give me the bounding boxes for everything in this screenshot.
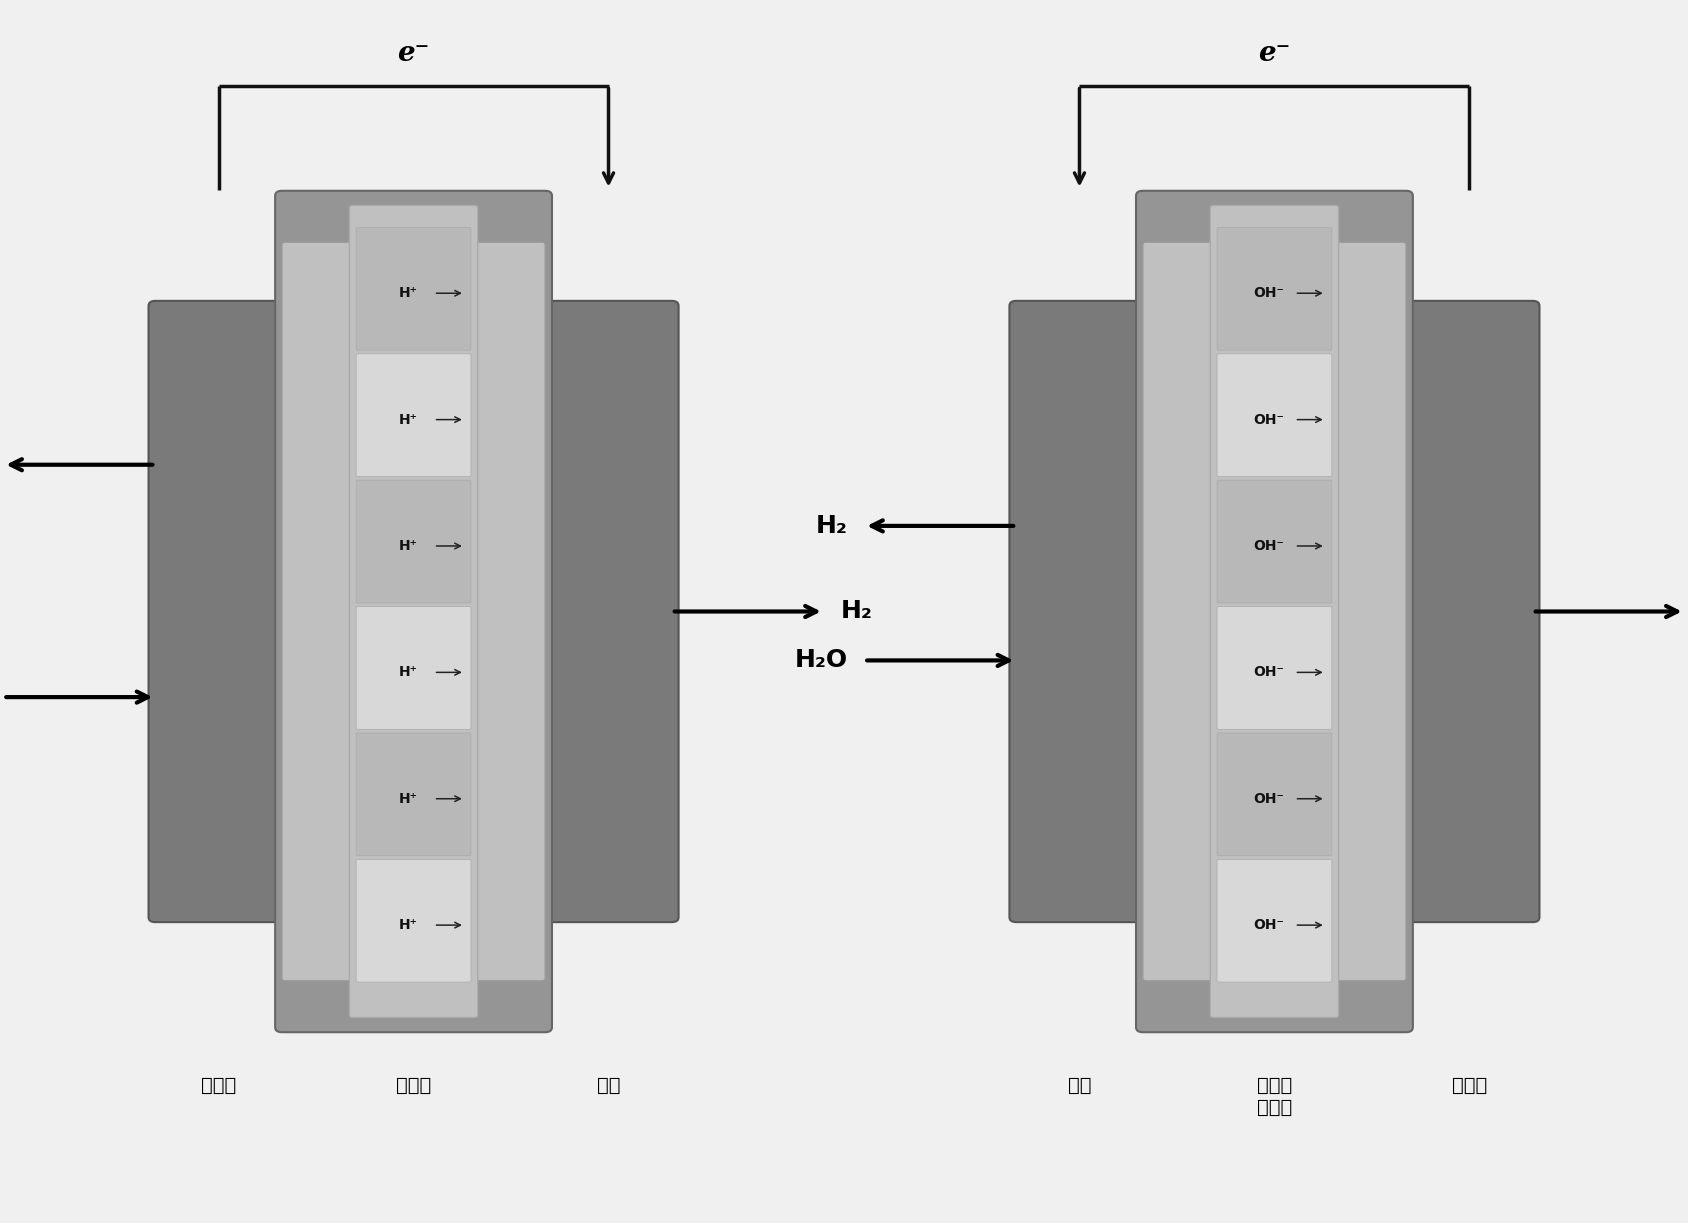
FancyBboxPatch shape — [1217, 733, 1332, 856]
FancyBboxPatch shape — [474, 242, 545, 981]
Text: 光阳极: 光阳极 — [1452, 1076, 1487, 1096]
Text: OH⁻: OH⁻ — [1254, 918, 1285, 932]
FancyBboxPatch shape — [356, 227, 471, 350]
FancyBboxPatch shape — [1335, 242, 1406, 981]
FancyBboxPatch shape — [1143, 242, 1214, 981]
Text: 阴离子
交换膜: 阴离子 交换膜 — [1258, 1076, 1291, 1118]
Text: H⁺: H⁺ — [398, 539, 417, 553]
FancyBboxPatch shape — [1217, 481, 1332, 603]
FancyBboxPatch shape — [356, 607, 471, 729]
FancyBboxPatch shape — [1217, 353, 1332, 477]
Text: 阴极: 阴极 — [598, 1076, 619, 1096]
Text: e⁻: e⁻ — [397, 40, 430, 67]
FancyBboxPatch shape — [1217, 860, 1332, 982]
FancyBboxPatch shape — [282, 242, 353, 981]
Text: OH⁻: OH⁻ — [1254, 412, 1285, 427]
Text: OH⁻: OH⁻ — [1254, 539, 1285, 553]
Text: H⁺: H⁺ — [398, 665, 417, 679]
FancyBboxPatch shape — [1217, 607, 1332, 729]
FancyBboxPatch shape — [356, 733, 471, 856]
Text: 阴极: 阴极 — [1069, 1076, 1090, 1096]
Text: H⁺: H⁺ — [398, 918, 417, 932]
Text: H⁺: H⁺ — [398, 791, 417, 806]
Text: H₂: H₂ — [841, 599, 873, 624]
FancyBboxPatch shape — [349, 205, 478, 1018]
FancyBboxPatch shape — [1217, 227, 1332, 350]
Text: H₂O: H₂O — [795, 648, 847, 673]
FancyBboxPatch shape — [1210, 205, 1339, 1018]
Text: e⁻: e⁻ — [1258, 40, 1291, 67]
Text: H⁺: H⁺ — [398, 412, 417, 427]
FancyBboxPatch shape — [149, 301, 289, 922]
Text: OH⁻: OH⁻ — [1254, 791, 1285, 806]
FancyBboxPatch shape — [1136, 191, 1413, 1032]
Text: 光阳极: 光阳极 — [201, 1076, 236, 1096]
Text: H₂: H₂ — [815, 514, 847, 538]
Text: H⁺: H⁺ — [398, 286, 417, 300]
FancyBboxPatch shape — [1399, 301, 1539, 922]
Text: OH⁻: OH⁻ — [1254, 665, 1285, 679]
FancyBboxPatch shape — [356, 353, 471, 477]
Text: OH⁻: OH⁻ — [1254, 286, 1285, 300]
FancyBboxPatch shape — [356, 860, 471, 982]
FancyBboxPatch shape — [356, 481, 471, 603]
FancyBboxPatch shape — [538, 301, 679, 922]
Text: 质子膜: 质子膜 — [397, 1076, 430, 1096]
FancyBboxPatch shape — [275, 191, 552, 1032]
FancyBboxPatch shape — [1009, 301, 1150, 922]
